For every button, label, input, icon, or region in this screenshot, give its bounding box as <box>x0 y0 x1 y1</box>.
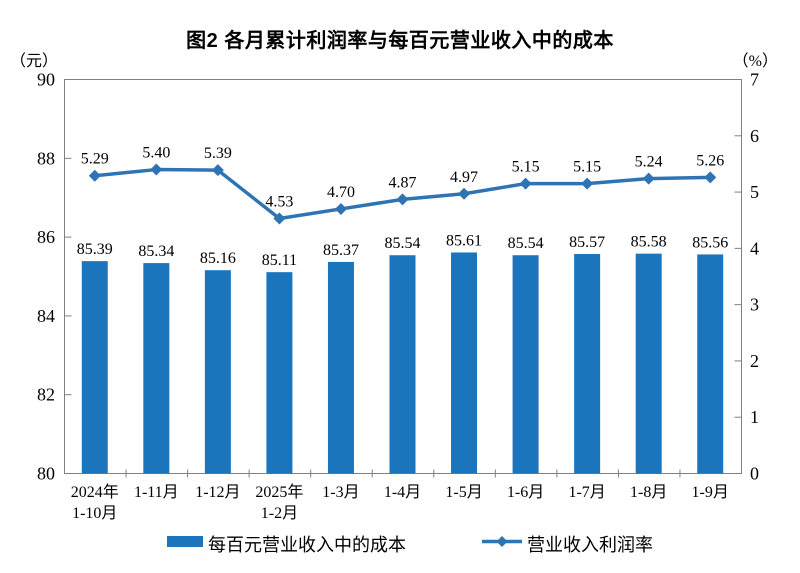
x-axis-label: 1-9月 <box>692 484 729 501</box>
line-point-marker <box>704 171 717 184</box>
bar-value-label: 85.54 <box>508 235 544 252</box>
y-axis-label-right: 0 <box>750 464 759 484</box>
line-value-label: 5.15 <box>573 159 601 176</box>
x-axis-label: 1-8月 <box>630 484 667 501</box>
y-axis-label-right: 3 <box>750 295 759 315</box>
x-axis-label: 2025年 <box>255 483 303 501</box>
x-axis-label: 1-10月 <box>72 505 117 522</box>
line-value-label: 4.87 <box>389 174 417 191</box>
line-point-marker <box>273 212 286 225</box>
line-point-marker <box>581 177 594 190</box>
line-value-label: 5.29 <box>81 151 109 168</box>
y-axis-label-left: 84 <box>37 306 55 326</box>
y-axis-label-right: 6 <box>750 126 759 146</box>
right-axis-unit: （%） <box>732 53 778 70</box>
cost-bar <box>81 261 108 474</box>
line-value-label: 4.70 <box>327 184 355 201</box>
line-value-label: 5.15 <box>512 159 540 176</box>
bar-value-label: 85.57 <box>569 234 605 251</box>
line-value-label: 5.40 <box>142 145 170 162</box>
line-point-marker <box>334 202 347 215</box>
cost-bar <box>327 261 354 474</box>
line-point-marker <box>211 164 224 177</box>
line-value-label: 4.97 <box>450 169 478 186</box>
line-point-marker <box>396 193 409 206</box>
y-axis-label-right: 7 <box>750 70 759 90</box>
chart-title: 图2 各月累计利润率与每百元营业收入中的成本 <box>186 30 614 52</box>
y-axis-label-left: 82 <box>37 385 55 405</box>
legend-bar-swatch <box>167 536 203 547</box>
bar-value-label: 85.56 <box>692 234 728 251</box>
y-axis-label-right: 5 <box>750 182 759 202</box>
line-value-label: 5.26 <box>696 152 724 169</box>
y-axis-label-right: 2 <box>750 351 759 371</box>
cost-bar <box>574 254 601 474</box>
y-axis-label-left: 86 <box>37 227 55 247</box>
bar-value-label: 85.58 <box>631 234 667 251</box>
x-axis-label: 1-4月 <box>384 484 421 501</box>
x-axis-label: 1-12月 <box>195 484 240 501</box>
legend-bar-label: 每百元营业收入中的成本 <box>208 535 406 555</box>
x-axis-label: 1-11月 <box>134 484 179 501</box>
cost-bar <box>635 253 662 474</box>
cost-bar <box>389 255 416 474</box>
x-axis-label: 1-7月 <box>568 484 605 501</box>
x-axis-label: 1-2月 <box>261 505 298 522</box>
cost-bar <box>143 263 170 474</box>
legend-line-marker <box>496 536 508 547</box>
x-axis-label: 1-3月 <box>322 484 359 501</box>
y-axis-label-left: 90 <box>37 70 55 90</box>
legend-line-label: 营业收入利润率 <box>527 535 653 555</box>
cost-bar <box>697 254 724 474</box>
y-axis-label-right: 1 <box>750 407 759 427</box>
line-point-marker <box>150 163 163 176</box>
cost-bar <box>451 252 478 474</box>
line-value-label: 4.53 <box>265 194 293 211</box>
x-axis-label: 1-6月 <box>507 484 544 501</box>
line-point-marker <box>519 177 532 190</box>
bar-value-label: 85.11 <box>262 252 297 269</box>
y-axis-label-left: 88 <box>37 148 55 168</box>
bar-value-label: 85.37 <box>323 242 359 259</box>
bar-value-label: 85.16 <box>200 250 236 267</box>
line-point-marker <box>458 187 471 200</box>
bar-value-label: 85.34 <box>138 243 174 260</box>
line-point-marker <box>642 172 655 185</box>
line-value-label: 5.24 <box>635 154 663 171</box>
bar-value-label: 85.54 <box>385 235 421 252</box>
x-axis-label: 1-5月 <box>445 484 482 501</box>
line-value-label: 5.39 <box>204 145 232 162</box>
cost-bar <box>512 255 539 474</box>
cost-bar <box>266 272 293 474</box>
bar-value-label: 85.39 <box>77 241 113 258</box>
y-axis-label-left: 80 <box>37 464 55 484</box>
line-point-marker <box>88 169 101 182</box>
x-axis-label: 2024年 <box>71 483 119 501</box>
y-axis-label-right: 4 <box>750 238 759 258</box>
bar-value-label: 85.61 <box>446 232 482 249</box>
cost-bar <box>204 270 231 474</box>
left-axis-unit: （元） <box>10 53 59 70</box>
